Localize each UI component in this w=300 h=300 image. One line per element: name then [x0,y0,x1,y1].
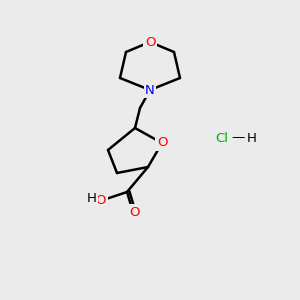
Text: O: O [130,206,140,218]
Text: Cl: Cl [215,131,229,145]
Text: H: H [87,191,97,205]
Text: O: O [96,194,106,206]
Text: N: N [145,83,155,97]
Text: O: O [145,35,155,49]
Text: —: — [231,131,244,145]
Text: H: H [247,131,257,145]
Text: O: O [157,136,167,149]
